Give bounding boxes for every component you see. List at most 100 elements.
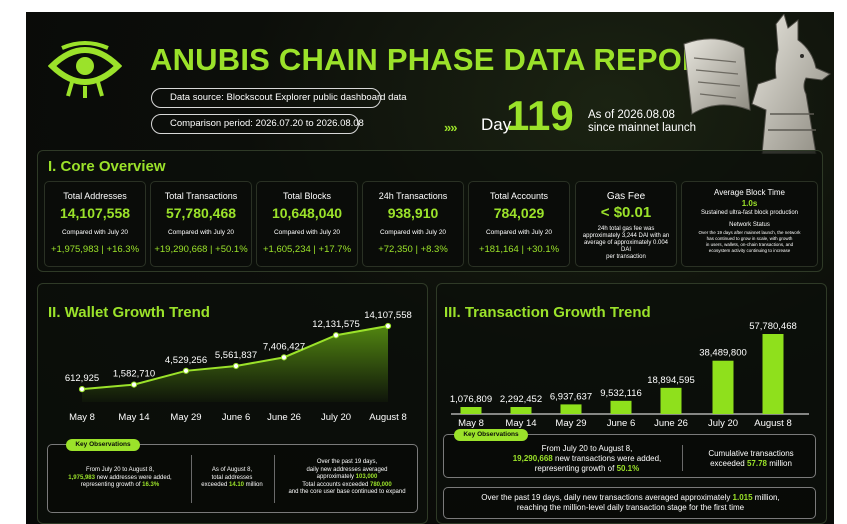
metric-card-total-blocks: Total Blocks 10,648,040 Compared with Ju…: [256, 181, 358, 267]
metric-change: +1,605,234 | +17.7%: [262, 244, 352, 255]
wallet-data-point: [332, 332, 340, 339]
gas-fee-note-line: approximately 3,244 DAI with an: [582, 233, 670, 239]
tx-bar: [460, 407, 482, 414]
network-status-title: Network Status: [729, 222, 770, 228]
network-status-line: has continued to grow in scale, with gro…: [706, 236, 793, 241]
metric-change: +181,164 | +30.1%: [478, 244, 560, 255]
data-source-pill: Data source: Blockscout Explorer public …: [151, 88, 407, 108]
metric-compare: Compared with July 20: [485, 229, 553, 236]
wallet-observations-box: Key Observations From July 20 to August …: [47, 439, 418, 513]
observation-line: exceeded 57.78 million: [692, 459, 810, 469]
metric-change: +19,290,668 | +50.1%: [154, 244, 248, 255]
wallet-data-point: [182, 367, 190, 374]
tx-value-label: 57,780,468: [749, 321, 797, 332]
network-status-line: Over the 19 days after mainnet launch, t…: [698, 230, 801, 235]
highlight-value: 50.1%: [616, 464, 640, 473]
tx-value-label: 6,937,637: [550, 391, 592, 402]
tx-bar: [712, 360, 734, 414]
wallet-growth-panel: II. Wallet Growth Trend 612,925 May 8 1,58…: [37, 283, 428, 524]
wallet-value-label: 4,529,256: [165, 355, 207, 366]
observation-line: and the core user base continued to expa…: [288, 489, 406, 495]
highlight-value: 57.78: [746, 459, 768, 468]
wallet-observation-1: From July 20 to August 8, 1,975,983 new …: [54, 467, 186, 490]
tx-bar: [560, 404, 582, 414]
metric-compare: Compared with July 20: [61, 229, 129, 236]
network-status-line: ecosystem activity continuing to increas…: [708, 248, 791, 253]
metric-label: Total Transactions: [164, 191, 238, 201]
wallet-value-label: 14,107,558: [364, 310, 412, 321]
observation-divider: [191, 455, 192, 503]
core-overview-title: I. Core Overview: [48, 158, 166, 175]
network-status-text: Over the 19 days after mainnet launch, t…: [688, 230, 811, 254]
gas-fee-note: 24h total gas fee was approximately 3,24…: [582, 226, 670, 261]
tx-x-tick-label: May 14: [505, 418, 536, 429]
metric-change: +72,350 | +8.3%: [378, 244, 448, 255]
report-canvas: ANUBIS CHAIN PHASE DATA REPORT Data sour…: [26, 12, 834, 524]
observation-text: million,: [752, 493, 780, 502]
wallet-x-tick-label: June 6: [222, 412, 251, 423]
transaction-observation-2: Cumulative transactions exceeded 57.78 m…: [692, 449, 810, 469]
observation-line: exceeded 14.10 million: [196, 482, 268, 490]
observation-line: representing growth of 16.3%: [54, 482, 186, 490]
metric-label: Total Addresses: [63, 191, 127, 201]
metric-card-24h-transactions: 24h Transactions 938,910 Compared with J…: [362, 181, 464, 267]
key-observations-tag: Key Observations: [454, 429, 528, 441]
wallet-x-tick-label: June 26: [267, 412, 301, 423]
anubis-eye-logo-icon: [48, 41, 122, 98]
metric-label: 24h Transactions: [378, 191, 448, 201]
highlight-value: 16.3%: [142, 482, 160, 488]
observation-text: Over the past 19 days, daily new transac…: [481, 493, 733, 502]
key-observations-tag: Key Observations: [66, 439, 140, 451]
wallet-data-point: [130, 381, 138, 388]
network-status-line: in users, wallets, on-chain transactions…: [705, 242, 794, 247]
wallet-area-fill: [82, 326, 388, 402]
observation-text: representing growth of: [534, 464, 617, 473]
tx-value-label: 9,532,116: [600, 388, 642, 399]
wallet-growth-title: II. Wallet Growth Trend: [48, 304, 210, 321]
wallet-data-point: [384, 322, 392, 330]
metric-value: 57,780,468: [165, 205, 237, 221]
tx-bar: [510, 407, 532, 414]
metric-compare: Compared with July 20: [379, 229, 447, 236]
tx-x-tick-label: May 8: [458, 418, 484, 429]
metric-value: 14,107,558: [59, 205, 131, 221]
metric-compare: Compared with July 20: [167, 229, 235, 236]
metric-compare: Compared with July 20: [273, 229, 341, 236]
observation-divider: [274, 455, 275, 503]
observation-text: Total accounts exceeded: [302, 481, 370, 488]
tx-x-tick-label: August 8: [754, 418, 792, 429]
observation-text: exceeded: [201, 482, 229, 488]
highlight-value: 19,290,668: [512, 454, 553, 463]
as-of-line1: As of 2026.08.08: [588, 109, 675, 121]
transaction-observation-1: From July 20 to August 8, 19,290,668 new…: [502, 444, 672, 474]
metric-card-gas-fee: Gas Fee < $0.01 24h total gas fee was ap…: [575, 181, 677, 267]
tx-value-label: 38,489,800: [699, 348, 747, 359]
observation-line: Total accounts exceeded 780,000: [280, 482, 414, 490]
highlight-value: 14.10: [229, 482, 245, 488]
highlight-value: 780,000: [370, 481, 392, 488]
observation-text: million: [244, 482, 263, 488]
core-overview-panel: I. Core Overview Total Addresses 14,107,…: [37, 150, 823, 272]
wallet-x-tick-label: May 8: [69, 412, 95, 423]
observation-text: new addresses were added,: [94, 474, 172, 481]
observation-line: 1,975,983 new addresses were added,: [54, 475, 186, 483]
gas-fee-label: Gas Fee: [606, 191, 646, 202]
tx-bar: [660, 387, 682, 414]
report-title: ANUBIS CHAIN PHASE DATA REPORT: [150, 42, 724, 77]
tx-bar: [762, 334, 784, 414]
transaction-growth-title: III. Transaction Growth Trend: [444, 304, 651, 321]
wallet-growth-chart: 612,925 May 8 1,582,710 May 14 4,529,256 May …: [65, 310, 412, 423]
metric-card-total-transactions: Total Transactions 57,780,468 Compared w…: [150, 181, 252, 267]
tx-x-tick-label: July 20: [708, 418, 738, 429]
metric-value: 784,029: [493, 205, 545, 221]
gas-fee-note-line: per transaction: [606, 254, 646, 260]
observation-line: representing growth of 50.1%: [502, 464, 672, 474]
tx-value-label: 18,894,595: [647, 375, 695, 386]
wallet-value-label: 612,925: [65, 373, 99, 384]
block-time-sub: Sustained ultra-fast block production: [700, 210, 799, 216]
metric-label: Total Blocks: [282, 191, 332, 201]
transaction-observations-box: Key Observations From July 20 to August …: [443, 429, 816, 478]
transaction-daily-observation-box: Over the past 19 days, daily new transac…: [443, 487, 816, 519]
wallet-x-tick-label: August 8: [369, 412, 407, 423]
block-time-label: Average Block Time: [714, 188, 785, 197]
